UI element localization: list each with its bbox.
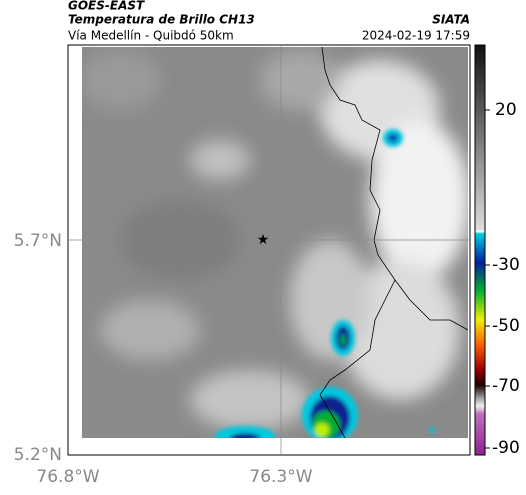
lat-label: 5.2°N bbox=[14, 445, 62, 465]
colorbar-label: 20 bbox=[495, 100, 517, 120]
location-star: ★ bbox=[257, 232, 270, 248]
lon-label: 76.8°W bbox=[36, 467, 99, 487]
subtitle: Temperatura de Brillo CH13 bbox=[68, 13, 255, 27]
lon-label: 76.3°W bbox=[249, 467, 312, 487]
colorbar-label: -50 bbox=[492, 316, 520, 336]
colorbar-label: -70 bbox=[492, 376, 520, 396]
source: SIATA bbox=[432, 13, 470, 27]
colorbar: 20 -30 -50 -70 -90 bbox=[474, 44, 520, 458]
lat-label: 5.7°N bbox=[14, 231, 62, 251]
title: GOES-EAST bbox=[68, 0, 145, 13]
colorbar-label: -30 bbox=[492, 255, 520, 275]
colorbar-label: -90 bbox=[492, 438, 520, 458]
map: ★ bbox=[67, 44, 471, 456]
route: Vía Medellín - Quibdó 50km bbox=[68, 29, 234, 43]
timestamp: 2024-02-19 17:59 bbox=[362, 29, 470, 43]
